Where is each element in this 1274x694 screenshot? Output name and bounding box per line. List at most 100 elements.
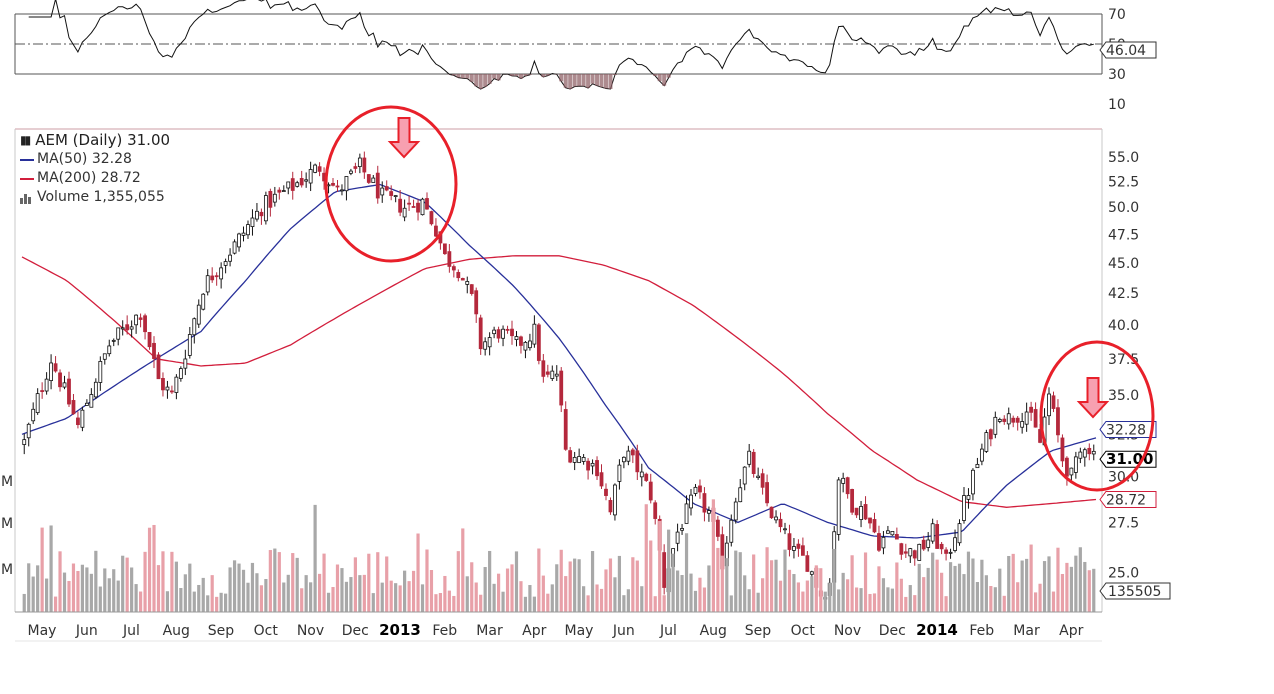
candle-body [407, 202, 411, 205]
volume-bar [291, 553, 295, 612]
volume-tick-label: M [1, 562, 13, 578]
volume-bar [353, 557, 357, 612]
volume-bar [112, 569, 116, 612]
candle-body [170, 390, 174, 393]
candle-body [232, 241, 237, 254]
volume-bar [980, 559, 984, 612]
candle-body [353, 166, 358, 169]
candle-body [62, 382, 67, 388]
volume-bar [662, 595, 666, 612]
volume-bar [304, 575, 308, 612]
volume-tick-label: M [1, 474, 13, 490]
candle-body [384, 186, 389, 191]
volume-bar [138, 591, 143, 612]
volume-bar [443, 575, 447, 612]
volume-bar [635, 560, 639, 612]
rsi-oversold-fill [456, 74, 461, 78]
volume-bar [228, 567, 232, 612]
candle-body [859, 506, 863, 520]
candle-body [881, 536, 886, 549]
volume-bar [461, 528, 465, 612]
candle-body [349, 170, 353, 174]
volume-bar [215, 596, 219, 612]
price-tick-label: 27.5 [1108, 515, 1139, 531]
volume-bar [452, 595, 456, 612]
volume-bar [841, 572, 845, 612]
candle-body [237, 233, 241, 248]
price-tick-label: 42.5 [1108, 286, 1139, 302]
candle-body [335, 185, 340, 188]
volume-bar [492, 583, 496, 612]
volume-bar [479, 594, 483, 612]
ma200-value-label-box [1099, 490, 1157, 508]
candle-body [362, 157, 367, 173]
price-panel [14, 128, 1103, 612]
volume-bar [608, 558, 613, 612]
candle-body [778, 518, 783, 528]
volume-bar [913, 595, 917, 612]
volume-bar [667, 529, 671, 612]
candle-body [425, 198, 429, 210]
volume-bar [787, 569, 792, 612]
volume-bar [792, 574, 796, 612]
volume-bar [752, 554, 756, 612]
rsi-oversold-fill [451, 74, 456, 76]
volume-bar [403, 570, 407, 612]
volume-bar [344, 581, 349, 612]
volume-bar [774, 559, 778, 612]
volume-bar [640, 586, 644, 612]
candle-body [76, 417, 80, 426]
candle-body [975, 464, 980, 469]
volume-bar [1060, 573, 1065, 612]
candle-body [442, 243, 447, 255]
candle-body [317, 166, 322, 172]
rsi-oversold-fill [487, 74, 492, 84]
volume-bar [702, 587, 707, 612]
candle-body [935, 524, 940, 549]
candle-body [259, 211, 264, 217]
legend-ma200-row: MA(200) 28.72 [20, 169, 170, 188]
candle-body [205, 275, 210, 293]
ma200-swatch [20, 177, 34, 180]
volume-bar [810, 576, 814, 612]
volume-bar [510, 564, 514, 612]
candle-body [31, 408, 36, 422]
candle-body [903, 551, 908, 554]
candle-body [255, 210, 259, 220]
candle-body [944, 549, 948, 554]
candle-body [792, 546, 796, 551]
candle-body [689, 494, 693, 509]
candle-body [474, 290, 479, 315]
volume-bar [819, 568, 823, 612]
candle-body [577, 456, 582, 464]
candle-body [143, 315, 147, 333]
candle-body [796, 543, 801, 549]
rsi-oversold-fill [460, 74, 465, 79]
candle-body [707, 510, 711, 514]
volume-panel [22, 499, 1096, 612]
candle-body [125, 324, 130, 331]
candle-body [492, 329, 497, 335]
candle-body [930, 523, 935, 542]
candle-body [693, 486, 698, 494]
volume-bar [908, 585, 912, 612]
candle-body [290, 178, 295, 191]
volume-bar [711, 499, 715, 612]
volume-bar [447, 590, 451, 612]
volume-bar [877, 566, 881, 612]
volume-bar [1078, 547, 1082, 612]
volume-bar [58, 551, 62, 612]
volume-bar [586, 595, 590, 612]
candle-body [1047, 393, 1051, 417]
candle-body [447, 251, 452, 267]
volume-bar [331, 587, 335, 612]
volume-bar [367, 553, 371, 612]
annotations [324, 105, 1155, 492]
volume-bar [505, 568, 510, 612]
volume-bar [416, 533, 420, 612]
candle-body [505, 328, 510, 331]
volume-bar [698, 577, 702, 612]
candle-body [698, 485, 702, 493]
volume-bar [1047, 556, 1051, 612]
candle-body [420, 198, 425, 216]
